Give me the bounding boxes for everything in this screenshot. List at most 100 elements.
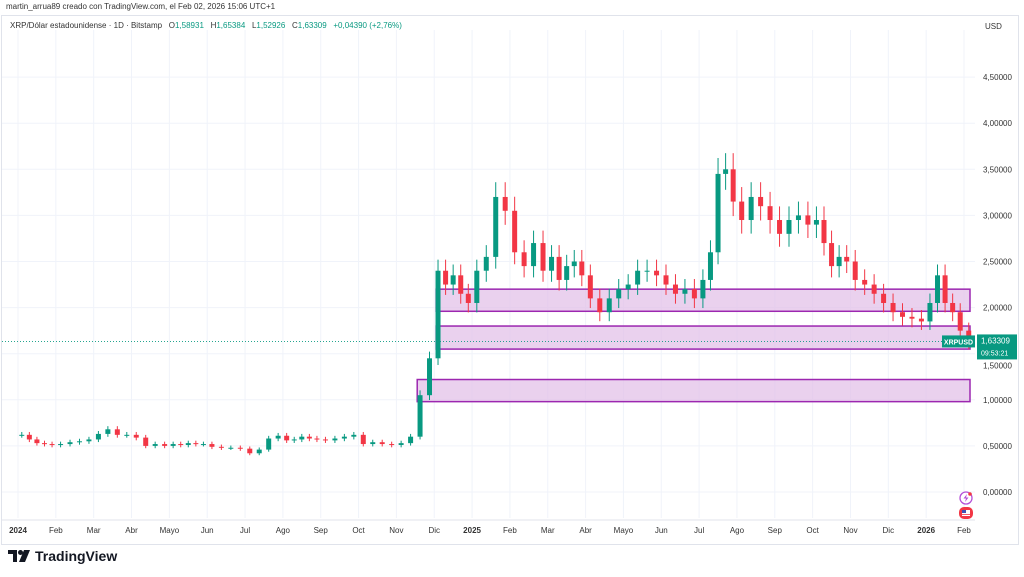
time-tick-label: Nov [843,526,857,535]
tradingview-logo[interactable]: TradingView [8,548,117,564]
time-tick-label: Mayo [160,526,180,535]
candle-body [105,429,111,434]
candle-body [314,438,320,440]
candle-body [247,448,253,454]
open-label: O [168,21,175,30]
candle-body [256,449,262,454]
candle [332,435,338,443]
candle-body [200,444,206,446]
countdown: 09:53:21 [981,350,1008,357]
lightning-icon[interactable] [959,491,973,505]
candle [95,431,101,443]
time-tick-label: Feb [503,526,517,535]
candle [152,441,158,449]
candle-body [266,438,272,450]
candle-body [58,444,64,446]
candle [341,433,347,442]
candle-body [299,436,305,440]
candle [821,206,827,256]
time-tick-label: Dic [883,526,895,535]
candle [370,439,376,447]
candle [881,283,887,313]
time-tick-label: Abr [125,526,138,535]
price-tick-label: 2,50000 [983,258,1012,267]
candle-body [370,442,376,445]
candle-body [306,436,312,439]
candle [291,436,297,443]
low-label: L [251,21,257,30]
time-tick-label: Oct [806,526,819,535]
candle-body [579,261,585,276]
symbol-legend: XRP/Dólar estadounidense · 1D · Bitstamp… [10,21,402,30]
candle [143,434,149,449]
candle-body [218,446,224,448]
price-tick-label: 4,50000 [983,73,1012,82]
currency-label[interactable]: USD [985,22,1002,31]
candle [616,279,622,309]
candle [767,191,773,234]
candle-body [502,196,508,211]
last-price-marker: XRPUSD 1,63309 09:53:21 [2,334,1017,360]
candle-body [332,438,338,441]
candle-body [821,220,827,244]
candle-body [829,243,835,267]
candle [493,182,499,269]
candle [299,433,305,443]
candle [443,259,449,295]
candle-body [950,302,956,313]
low-value: 1,52926 [256,21,286,30]
candle [758,182,764,221]
candle [805,201,811,238]
candle [408,433,414,446]
candle [389,441,395,448]
candle [247,446,253,456]
time-tick-label: Jun [201,526,214,535]
time-tick-label: Jul [694,526,704,535]
candle-body [927,302,933,322]
candle [483,245,489,282]
candle-body [114,429,120,435]
candle [379,439,385,447]
candle [170,441,176,449]
candle-body [474,270,480,303]
candle-body [571,261,577,267]
candle [193,440,199,447]
candle-body [909,316,915,319]
candle [597,288,603,322]
candle-body [881,293,887,303]
price-tick-label: 0,00000 [983,488,1012,497]
price-tag-bg [977,334,1017,360]
candle [909,308,915,328]
candle-body [672,284,678,294]
candle [635,259,641,295]
candle [67,439,73,447]
candle-body [682,289,688,294]
time-tick-label: Feb [957,526,971,535]
candle [266,435,272,452]
candle [458,264,464,304]
candle [786,206,792,247]
candle [474,259,480,313]
candle-body [767,206,773,221]
candle-body [162,444,168,446]
candle-body [654,270,660,276]
symbol-description[interactable]: XRP/Dólar estadounidense · 1D · Bitstamp [10,21,163,30]
candle-body [606,298,612,313]
candle-body [143,437,149,446]
us-flag-icon[interactable] [959,507,973,519]
candle [715,158,721,265]
candle [777,206,783,247]
price-tick-label: 4,00000 [983,119,1012,128]
time-tick-label: Ago [276,526,291,535]
candle [813,206,819,238]
time-tick-label: Oct [352,526,365,535]
candle [133,431,139,441]
candle [41,440,47,447]
candle [314,435,320,443]
candle-body [758,196,764,207]
high-label: H [210,21,217,30]
candle-body [408,436,414,444]
zones [416,288,971,403]
time-tick-label: Mar [541,526,555,535]
